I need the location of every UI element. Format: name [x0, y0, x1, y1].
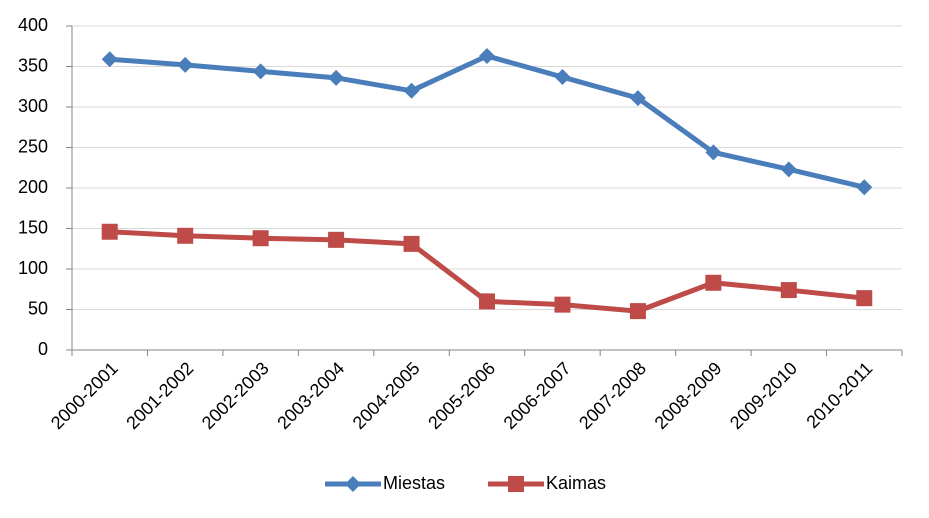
point	[328, 231, 345, 248]
y-tick-label: 250	[18, 136, 48, 156]
x-tick-label: 2010-2011	[802, 358, 876, 432]
x-tick-label: 2004-2005	[349, 358, 424, 433]
y-tick-label: 100	[18, 258, 48, 278]
point	[101, 51, 118, 68]
x-tick-label: 2005-2006	[424, 358, 499, 433]
point	[705, 274, 722, 291]
legend-label: Kaimas	[546, 473, 606, 493]
point	[629, 90, 646, 107]
legend-marker	[508, 476, 524, 492]
x-tick-label: 2003-2004	[273, 358, 348, 433]
point	[177, 56, 194, 73]
legend-marker	[345, 476, 361, 492]
point	[252, 63, 269, 80]
point	[629, 303, 646, 320]
series-line	[109, 53, 865, 190]
point	[554, 296, 571, 313]
y-tick-label: 350	[18, 55, 48, 75]
y-tick-label: 300	[18, 96, 48, 116]
point	[780, 282, 797, 299]
x-tick-label: 2007-2008	[575, 358, 650, 433]
point	[403, 235, 420, 252]
point	[403, 82, 420, 99]
point	[101, 223, 118, 240]
y-tick-label: 0	[38, 339, 48, 359]
y-tick-label: 50	[28, 298, 48, 318]
point	[328, 69, 345, 86]
point	[252, 230, 269, 247]
x-tick-label: 2001-2002	[122, 358, 197, 433]
point	[554, 69, 571, 86]
point	[479, 47, 495, 64]
legend-label: Miestas	[383, 473, 445, 493]
x-tick-label: 2008-2009	[651, 358, 726, 433]
x-tick-label: 2002-2003	[198, 358, 273, 433]
x-tick-label: 2000-2001	[47, 358, 122, 433]
point	[177, 227, 194, 244]
point	[479, 293, 495, 310]
y-tick-label: 150	[18, 217, 48, 237]
x-tick-label: 2006-2007	[500, 358, 575, 433]
point	[856, 179, 873, 196]
y-tick-label: 400	[18, 15, 48, 35]
x-tick-label: 2009-2010	[726, 358, 801, 433]
y-tick-label: 200	[18, 177, 48, 197]
point	[780, 161, 797, 178]
point	[705, 144, 722, 161]
point	[856, 290, 873, 307]
